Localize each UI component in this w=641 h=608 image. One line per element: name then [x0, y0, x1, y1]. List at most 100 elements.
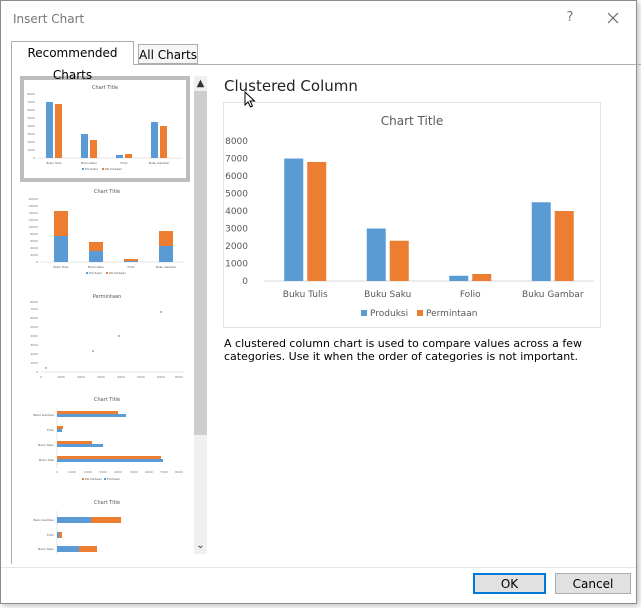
footer-divider: [1, 567, 636, 568]
bar-permintaan-0[interactable]: [307, 162, 327, 281]
thumbnail-scrollbar-thumb[interactable]: [194, 91, 207, 435]
svg-text:2000: 2000: [77, 375, 85, 379]
x-category-label: Buku Saku: [364, 290, 411, 300]
svg-text:Buku Gambar: Buku Gambar: [33, 518, 54, 522]
y-tick-label: 8000: [225, 137, 248, 147]
bar-permintaan-1[interactable]: [389, 240, 409, 281]
svg-text:Buku Tulis: Buku Tulis: [47, 161, 62, 165]
mouse-cursor-icon: [244, 90, 256, 109]
svg-text:7000: 7000: [160, 470, 168, 474]
bar-produksi-1[interactable]: [366, 228, 386, 282]
scroll-up-icon[interactable]: ▲: [196, 78, 205, 89]
scroll-down-icon[interactable]: ⌄: [196, 540, 205, 551]
svg-text:2000: 2000: [27, 140, 35, 144]
recommended-chart-list: Chart Title 0 1000 2000 3000 4000 5000 6000 700…: [20, 74, 194, 554]
svg-text:Buku Tulis: Buku Tulis: [54, 265, 69, 269]
svg-text:Produksi: Produksi: [89, 271, 102, 275]
svg-text:3000: 3000: [27, 132, 35, 136]
thumb-title: Chart Title: [94, 189, 120, 195]
y-tick-label: 1000: [225, 260, 248, 270]
chart-title: Chart Title: [381, 114, 444, 128]
chart-thumbnail-stacked-bar[interactable]: Chart Title Buku Gambar Folio Buku Saku: [24, 495, 190, 554]
svg-text:Folio: Folio: [128, 265, 135, 269]
bar-produksi-3[interactable]: [531, 202, 551, 281]
bar-produksi-0[interactable]: [284, 158, 304, 282]
chart-preview: Chart Title 0 1000 2000 3000 4000 5000 6000 700…: [223, 102, 601, 328]
close-icon[interactable]: [603, 8, 623, 28]
svg-text:Buku Gambar: Buku Gambar: [149, 161, 170, 165]
svg-text:4000: 4000: [30, 334, 38, 338]
chart-thumbnail-clustered-bar[interactable]: Chart Title Buku Gambar Folio Buku Saku Buk…: [24, 392, 190, 492]
svg-text:6000: 6000: [145, 470, 153, 474]
svg-text:Permintaan: Permintaan: [105, 167, 122, 171]
svg-text:Permintaan: Permintaan: [109, 271, 126, 275]
svg-text:5000: 5000: [137, 375, 145, 379]
x-category-label: Folio: [460, 290, 481, 300]
svg-text:4000: 4000: [114, 470, 122, 474]
svg-text:0: 0: [36, 370, 38, 374]
svg-text:6000: 6000: [30, 239, 38, 243]
svg-text:0: 0: [40, 375, 42, 379]
y-tick-label: 5000: [225, 190, 248, 200]
bar-permintaan-2[interactable]: [472, 274, 492, 281]
svg-text:10000: 10000: [28, 225, 38, 229]
svg-text:5000: 5000: [30, 325, 38, 329]
svg-text:6000: 6000: [157, 375, 165, 379]
y-tick-label: 6000: [225, 172, 248, 182]
svg-text:0: 0: [33, 156, 35, 160]
preview-chart: Chart Title 0 1000 2000 3000 4000 5000 6000 700…: [225, 114, 594, 319]
svg-text:12000: 12000: [28, 218, 38, 222]
chart-type-name: Clustered Column: [224, 77, 358, 95]
svg-text:1000: 1000: [57, 375, 65, 379]
cancel-button[interactable]: Cancel: [555, 573, 631, 594]
tab-panel: [11, 64, 641, 564]
chart-thumbnail-stacked-column[interactable]: Chart Title 0 2000 4000 6000 8000 10000 12000 1…: [24, 184, 190, 284]
svg-text:6000: 6000: [30, 316, 38, 320]
svg-text:4000: 4000: [117, 375, 125, 379]
svg-text:0: 0: [36, 260, 38, 264]
svg-text:Buku Saku: Buku Saku: [81, 161, 97, 165]
chart-thumbnail-clustered-column[interactable]: Chart Title 0 1000 2000 3000 4000 5000 6000 700…: [20, 76, 190, 182]
svg-text:5000: 5000: [27, 116, 35, 120]
y-tick-label: 7000: [225, 155, 248, 165]
svg-text:20000: 20000: [28, 197, 38, 201]
bar-permintaan-3[interactable]: [554, 211, 574, 281]
svg-text:5000: 5000: [130, 470, 138, 474]
y-tick-label: 0: [242, 277, 248, 287]
svg-text:3000: 3000: [99, 470, 107, 474]
svg-text:Folio: Folio: [121, 161, 128, 165]
thumb-title: Chart Title: [94, 500, 120, 506]
svg-text:4000: 4000: [27, 124, 35, 128]
svg-text:Buku Saku: Buku Saku: [38, 547, 54, 551]
svg-text:Produksi: Produksi: [85, 167, 98, 171]
thumb-title: Chart Title: [94, 397, 120, 403]
svg-text:8000: 8000: [175, 375, 183, 379]
help-button[interactable]: ?: [566, 10, 574, 25]
chart-thumbnail-scatter[interactable]: Permintaan 0 1000 2000 3000 4000 5000 6000 7000…: [24, 289, 190, 389]
legend-swatch-permintaan: [417, 310, 423, 316]
tab-all-charts[interactable]: All Charts: [138, 44, 198, 64]
legend-swatch-produksi: [361, 310, 367, 316]
chart-description: A clustered column chart is used to comp…: [224, 337, 582, 363]
svg-text:8000: 8000: [175, 470, 183, 474]
bar-produksi-2[interactable]: [449, 275, 469, 281]
legend-label-produksi: Produksi: [370, 309, 408, 319]
legend-label-permintaan: Permintaan: [426, 309, 477, 319]
svg-text:0: 0: [56, 470, 58, 474]
svg-text:Folio: Folio: [47, 428, 54, 432]
x-category-label: Buku Gambar: [522, 290, 584, 300]
svg-text:8000: 8000: [30, 300, 38, 304]
thumb-title: Chart Title: [92, 85, 118, 91]
y-tick-label: 2000: [225, 242, 248, 252]
ok-button[interactable]: OK: [473, 573, 546, 594]
dialog-title: Insert Chart: [13, 12, 85, 26]
svg-text:2000: 2000: [30, 352, 38, 356]
svg-text:1000: 1000: [30, 361, 38, 365]
svg-text:Produksi: Produksi: [107, 477, 120, 481]
x-category-label: Buku Tulis: [283, 290, 328, 300]
svg-text:6000: 6000: [27, 108, 35, 112]
tab-recommended-charts[interactable]: Recommended Charts: [11, 41, 134, 82]
svg-text:Buku Gambar: Buku Gambar: [33, 413, 54, 417]
y-tick-label: 4000: [225, 207, 248, 217]
svg-text:Folio: Folio: [47, 533, 54, 537]
